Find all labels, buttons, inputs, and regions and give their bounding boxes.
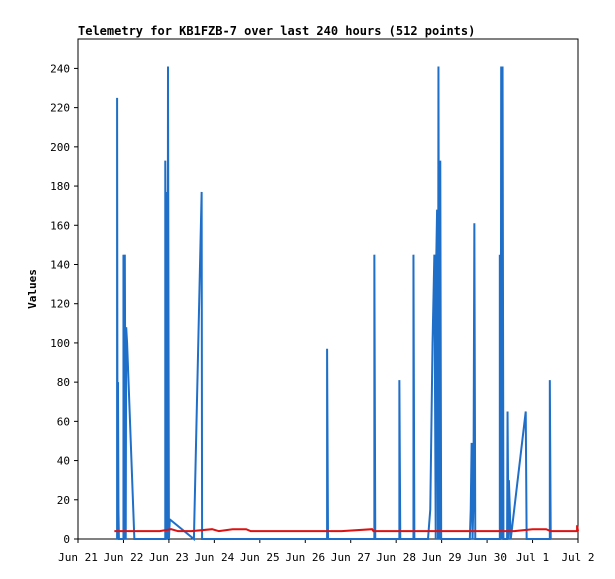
y-tick-label: 40 [57, 455, 70, 468]
y-tick-label: 140 [50, 258, 70, 271]
y-tick-label: 220 [50, 102, 70, 115]
series-line-2 [114, 525, 579, 533]
y-axis-ticks: 0 20 40 60 80 100 120 140 160 180 200 220 240 [50, 62, 78, 546]
y-tick-label: 20 [57, 494, 70, 507]
y-tick-label: 120 [50, 298, 70, 311]
y-tick-label: 80 [57, 376, 70, 389]
x-tick-label: Jun 23 [149, 551, 189, 564]
x-tick-label: Jun 21 [58, 551, 98, 564]
y-tick-label: 100 [50, 337, 70, 350]
series-layer [114, 66, 579, 542]
x-tick-label: Jun 29 [422, 551, 462, 564]
y-tick-label: 60 [57, 415, 70, 428]
x-axis-ticks: Jun 21 Jun 22 Jun 23 Jun 24 Jun 25 Jun 26 Jun … [58, 539, 595, 564]
chart-title: Telemetry for KB1FZB-7 over last 240 hou… [78, 24, 475, 38]
x-tick-label: Jun 30 [467, 551, 507, 564]
series-line-1 [116, 66, 552, 542]
y-axis-label: Values [26, 269, 39, 309]
y-tick-label: 180 [50, 180, 70, 193]
x-tick-label: Jun 25 [240, 551, 280, 564]
x-tick-label: Jul 2 [561, 551, 594, 564]
x-tick-label: Jun 27 [331, 551, 371, 564]
y-tick-label: 200 [50, 141, 70, 154]
x-tick-label: Jun 22 [104, 551, 144, 564]
x-tick-label: Jul 1 [516, 551, 549, 564]
y-tick-label: 0 [63, 533, 70, 546]
x-tick-label: Jun 28 [376, 551, 416, 564]
x-tick-label: Jun 24 [194, 551, 234, 564]
y-tick-label: 240 [50, 62, 70, 75]
y-tick-label: 160 [50, 219, 70, 232]
x-tick-label: Jun 26 [285, 551, 325, 564]
